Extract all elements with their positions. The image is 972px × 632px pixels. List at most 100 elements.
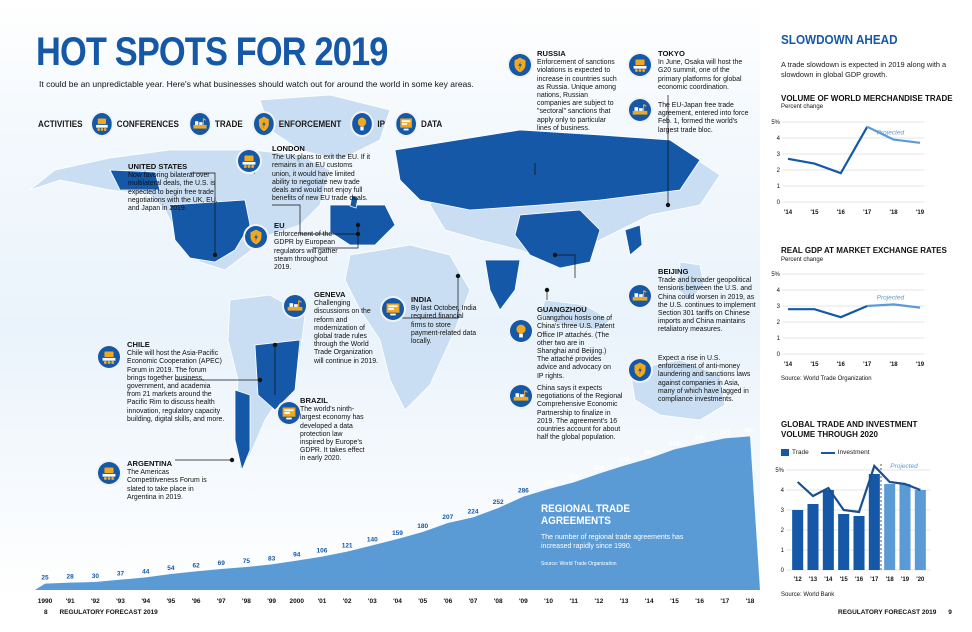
- note-rcep: China says it expects negotiations of th…: [537, 385, 629, 442]
- x-tick-label: '18: [890, 210, 899, 216]
- rta-area-chart: 25 1990 28 '91 30 '92 37 '93 44 '94 54 '95 62 '96 69 '9…: [35, 427, 760, 605]
- note-united-states-text: Now favoring bilateral over multilateral…: [128, 172, 218, 213]
- rta-tick-label: '16: [695, 598, 704, 605]
- note-eu-japan-text: The EU-Japan free trade agreement, enter…: [658, 102, 749, 134]
- trade-icon: [282, 293, 308, 319]
- rta-data-label: 401: [644, 449, 655, 456]
- sidebar: SLOWDOWN AHEAD A trade slowdown is expec…: [781, 32, 961, 79]
- rta-data-label: 83: [268, 555, 276, 562]
- projected-label: Projected: [877, 294, 905, 301]
- rta-tick-label: '93: [116, 598, 125, 605]
- y-tick-label: 1: [777, 336, 781, 342]
- data-icon: [276, 400, 302, 426]
- note-argentina: ARGENTINA The Americas Competitiveness F…: [127, 459, 217, 502]
- gti-bar-chart: 0 1 2 3 4 5% Projected '12 '13 '14 '15 '16 '17 '18 '19…: [775, 463, 930, 583]
- rta-title: REGIONAL TRADE AGREEMENTS: [541, 503, 630, 527]
- note-argentina-title: ARGENTINA: [127, 459, 173, 468]
- rta-tick-label: '09: [519, 598, 528, 605]
- gti-chart-title: GLOBAL TRADE AND INVESTMENT VOLUME THROU…: [781, 420, 918, 439]
- x-tick-label: '18: [890, 362, 899, 368]
- rta-tick-label: '05: [418, 598, 427, 605]
- enforcement-icon: [627, 357, 653, 383]
- data-icon: [393, 111, 418, 137]
- note-united-states-title: UNITED STATES: [128, 162, 188, 171]
- wto-source: Source: World Trade Organization: [781, 376, 872, 382]
- rta-data-label: 106: [317, 548, 328, 555]
- y-tick-label: 1: [781, 548, 785, 554]
- trade-bar: [868, 474, 880, 570]
- rta-tick-label: '06: [443, 598, 452, 605]
- y-tick-label: 2: [781, 528, 785, 534]
- legend-label-trade-series: Trade: [792, 449, 809, 456]
- note-russia-text: Enforcement of sanctions violations is e…: [537, 59, 617, 132]
- rta-tick-label: '97: [217, 598, 226, 605]
- enforcement-icon: [251, 111, 276, 137]
- legend-swatch-trade: [781, 449, 789, 456]
- legend-label-conferences: CONFERENCES: [116, 119, 179, 129]
- note-london-text: The UK plans to exit the EU. If it remai…: [272, 154, 371, 203]
- conference-icon: [89, 111, 114, 137]
- rta-tick-label: '94: [141, 598, 150, 605]
- note-eu-title: EU: [274, 221, 285, 230]
- trade-bar: [838, 514, 850, 570]
- note-london: LONDON The UK plans to exit the EU. If i…: [272, 144, 372, 203]
- rta-panel: REGIONAL TRADE AGREEMENTS The number of …: [541, 503, 701, 567]
- note-brazil-title: BRAZIL: [300, 396, 328, 405]
- legend-label-enforcement: ENFORCEMENT: [278, 119, 342, 129]
- y-tick-label: 4: [777, 288, 781, 294]
- rta-data-label: 445: [694, 435, 705, 442]
- note-geneva: GENEVA Challenging discussions on the re…: [314, 290, 378, 366]
- x-tick-label: '13: [809, 577, 818, 583]
- rta-data-label: 224: [468, 508, 479, 515]
- ip-icon: [508, 318, 534, 344]
- rta-tick-label: '98: [242, 598, 251, 605]
- rta-data-label: 28: [67, 574, 75, 581]
- rta-data-label: 355: [593, 465, 604, 472]
- rta-tick-label: '03: [368, 598, 377, 605]
- rta-data-label: 44: [142, 568, 150, 575]
- note-india-text: By last October, India required financia…: [411, 305, 477, 346]
- enforcement-icon: [507, 52, 533, 78]
- ip-icon: [350, 111, 374, 137]
- rta-data-label: 467: [745, 427, 756, 434]
- wb-source: Source: World Bank: [781, 592, 835, 598]
- note-aml: Expect a rise in U.S. enforcement of ant…: [658, 355, 758, 404]
- note-tokyo-text: In June, Osaka will host the G20 summit,…: [658, 59, 743, 91]
- rta-tick-label: '92: [91, 598, 100, 605]
- rta-data-label: 309: [543, 480, 554, 487]
- rta-tick-label: '13: [620, 598, 629, 605]
- note-guangzhou-title: GUANGZHOU: [537, 305, 587, 314]
- x-tick-label: '16: [855, 577, 864, 583]
- note-brazil: BRAZIL The world's ninth-largest economy…: [300, 396, 368, 464]
- x-tick-label: '18: [886, 577, 895, 583]
- rta-tick-label: '07: [469, 598, 478, 605]
- x-tick-label: '16: [837, 210, 846, 216]
- legend-label-data: DATA: [420, 119, 443, 129]
- merch-line-chart: 0 1 2 3 4 5% Projected '14 '15 '16 '17 '18 '19: [771, 120, 924, 216]
- footer-left: 8 REGULATORY FORECAST 2019: [44, 609, 158, 616]
- legend-label-investment-series: Investment: [837, 449, 870, 456]
- rta-tick-label: '91: [66, 598, 75, 605]
- trade-bar: [822, 490, 834, 570]
- note-russia-title: RUSSIA: [537, 49, 566, 58]
- rta-data-label: 379: [619, 457, 630, 464]
- trade-bar: [792, 510, 804, 570]
- y-tick-label: 1: [777, 184, 781, 190]
- rta-tick-label: '04: [393, 598, 402, 605]
- gdp-line-chart: 0 1 2 3 4 5% Projected '14 '15 '16 '17 '18 '19: [771, 272, 924, 368]
- rta-data-label: 252: [493, 499, 504, 506]
- trade-bar: [899, 484, 911, 570]
- rta-data-label: 428: [669, 440, 680, 447]
- x-tick-label: '15: [840, 577, 849, 583]
- x-tick-label: '17: [863, 362, 872, 368]
- projected-label: Projected: [877, 130, 905, 137]
- rta-tick-label: '08: [494, 598, 503, 605]
- note-london-title: LONDON: [272, 144, 305, 153]
- gdp-chart-title: REAL GDP AT MARKET EXCHANGE RATES: [781, 246, 947, 255]
- rta-tick-label: '15: [670, 598, 679, 605]
- trade-bar: [914, 490, 926, 570]
- note-chile-title: CHILE: [127, 340, 150, 349]
- footer-right: REGULATORY FORECAST 2019 9: [838, 609, 952, 616]
- note-rcep-text: China says it expects negotiations of th…: [537, 385, 623, 442]
- series-line: [787, 126, 869, 175]
